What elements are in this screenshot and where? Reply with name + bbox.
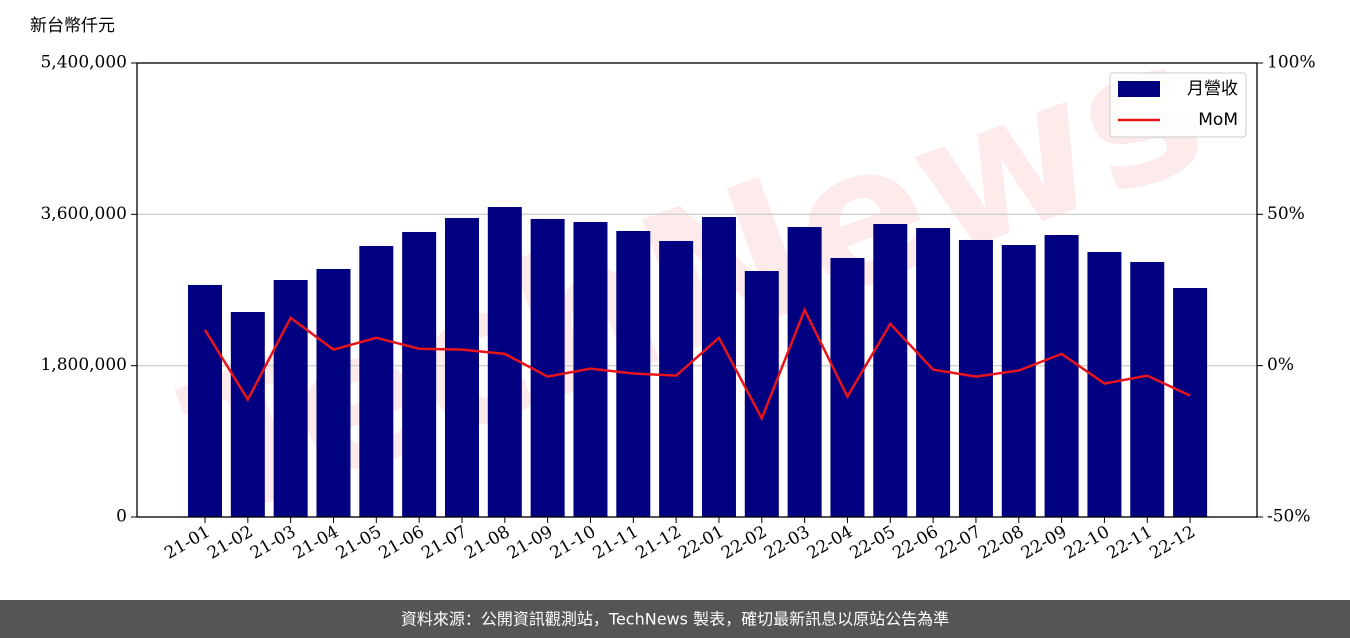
x-tick-label: 21-10 (547, 522, 599, 564)
footer-bar (0, 600, 1350, 638)
x-tick-label: 21-08 (461, 522, 513, 564)
y-axis-label: 新台幣仟元 (30, 16, 115, 36)
bar (444, 218, 479, 517)
x-tick-label: 22-01 (675, 522, 727, 564)
bar (787, 227, 822, 518)
y2-tick-label: 0% (1267, 355, 1294, 375)
y2-tick-label: -50% (1267, 507, 1311, 527)
y-tick-label: 5,400,000 (40, 53, 127, 73)
x-tick-label: 22-09 (1018, 522, 1070, 564)
x-tick-label: 22-07 (932, 522, 984, 564)
bar (744, 270, 779, 517)
bar (530, 218, 565, 518)
bar (1044, 235, 1079, 517)
y2-tick-label: 50% (1267, 204, 1305, 224)
x-tick-label: 22-10 (1061, 522, 1113, 564)
bar (359, 246, 394, 517)
legend-swatch (1118, 81, 1160, 97)
legend-label: 月營收 (1187, 79, 1238, 99)
bar (1001, 245, 1036, 517)
y-tick-label: 1,800,000 (40, 355, 127, 375)
x-tick-label: 21-01 (161, 522, 213, 564)
x-tick-label: 21-11 (590, 522, 642, 564)
bar (958, 239, 993, 517)
x-tick-label: 22-04 (804, 522, 856, 564)
bar (1173, 287, 1208, 517)
bar (1130, 262, 1165, 517)
x-tick-label: 22-02 (718, 522, 770, 564)
line (203, 306, 1191, 422)
bar (273, 279, 308, 517)
x-tick-label: 21-07 (418, 522, 470, 564)
bar (230, 312, 265, 517)
source-note: 資料來源：公開資訊觀測站，TechNews 製表，確切最新訊息以原站公告為準 (401, 610, 949, 629)
x-tick-label: 22-03 (761, 522, 813, 564)
plot-frame (136, 62, 1258, 518)
x-tick-label: 22-06 (889, 522, 941, 564)
legend-label: MoM (1198, 110, 1238, 130)
bar (316, 268, 351, 517)
bar (659, 240, 694, 518)
x-tick-label: 22-05 (847, 522, 899, 564)
bar (873, 224, 908, 518)
y-tick-label: 0 (116, 507, 127, 527)
y2-tick-label: 100% (1267, 53, 1316, 73)
bar (830, 257, 865, 517)
bar (402, 231, 437, 517)
x-tick-label: 22-08 (975, 522, 1027, 564)
x-tick-label: 21-06 (375, 522, 427, 564)
x-tick-label: 22-11 (1104, 522, 1156, 564)
y-tick-label: 3,600,000 (40, 204, 127, 224)
bar (487, 207, 522, 517)
x-tick-label: 21-12 (632, 522, 684, 564)
x-tick-label: 22-12 (1146, 522, 1198, 564)
x-tick-label: 21-09 (504, 522, 556, 564)
x-tick-label: 21-05 (333, 522, 385, 564)
bar (188, 284, 222, 517)
bar (701, 217, 736, 518)
